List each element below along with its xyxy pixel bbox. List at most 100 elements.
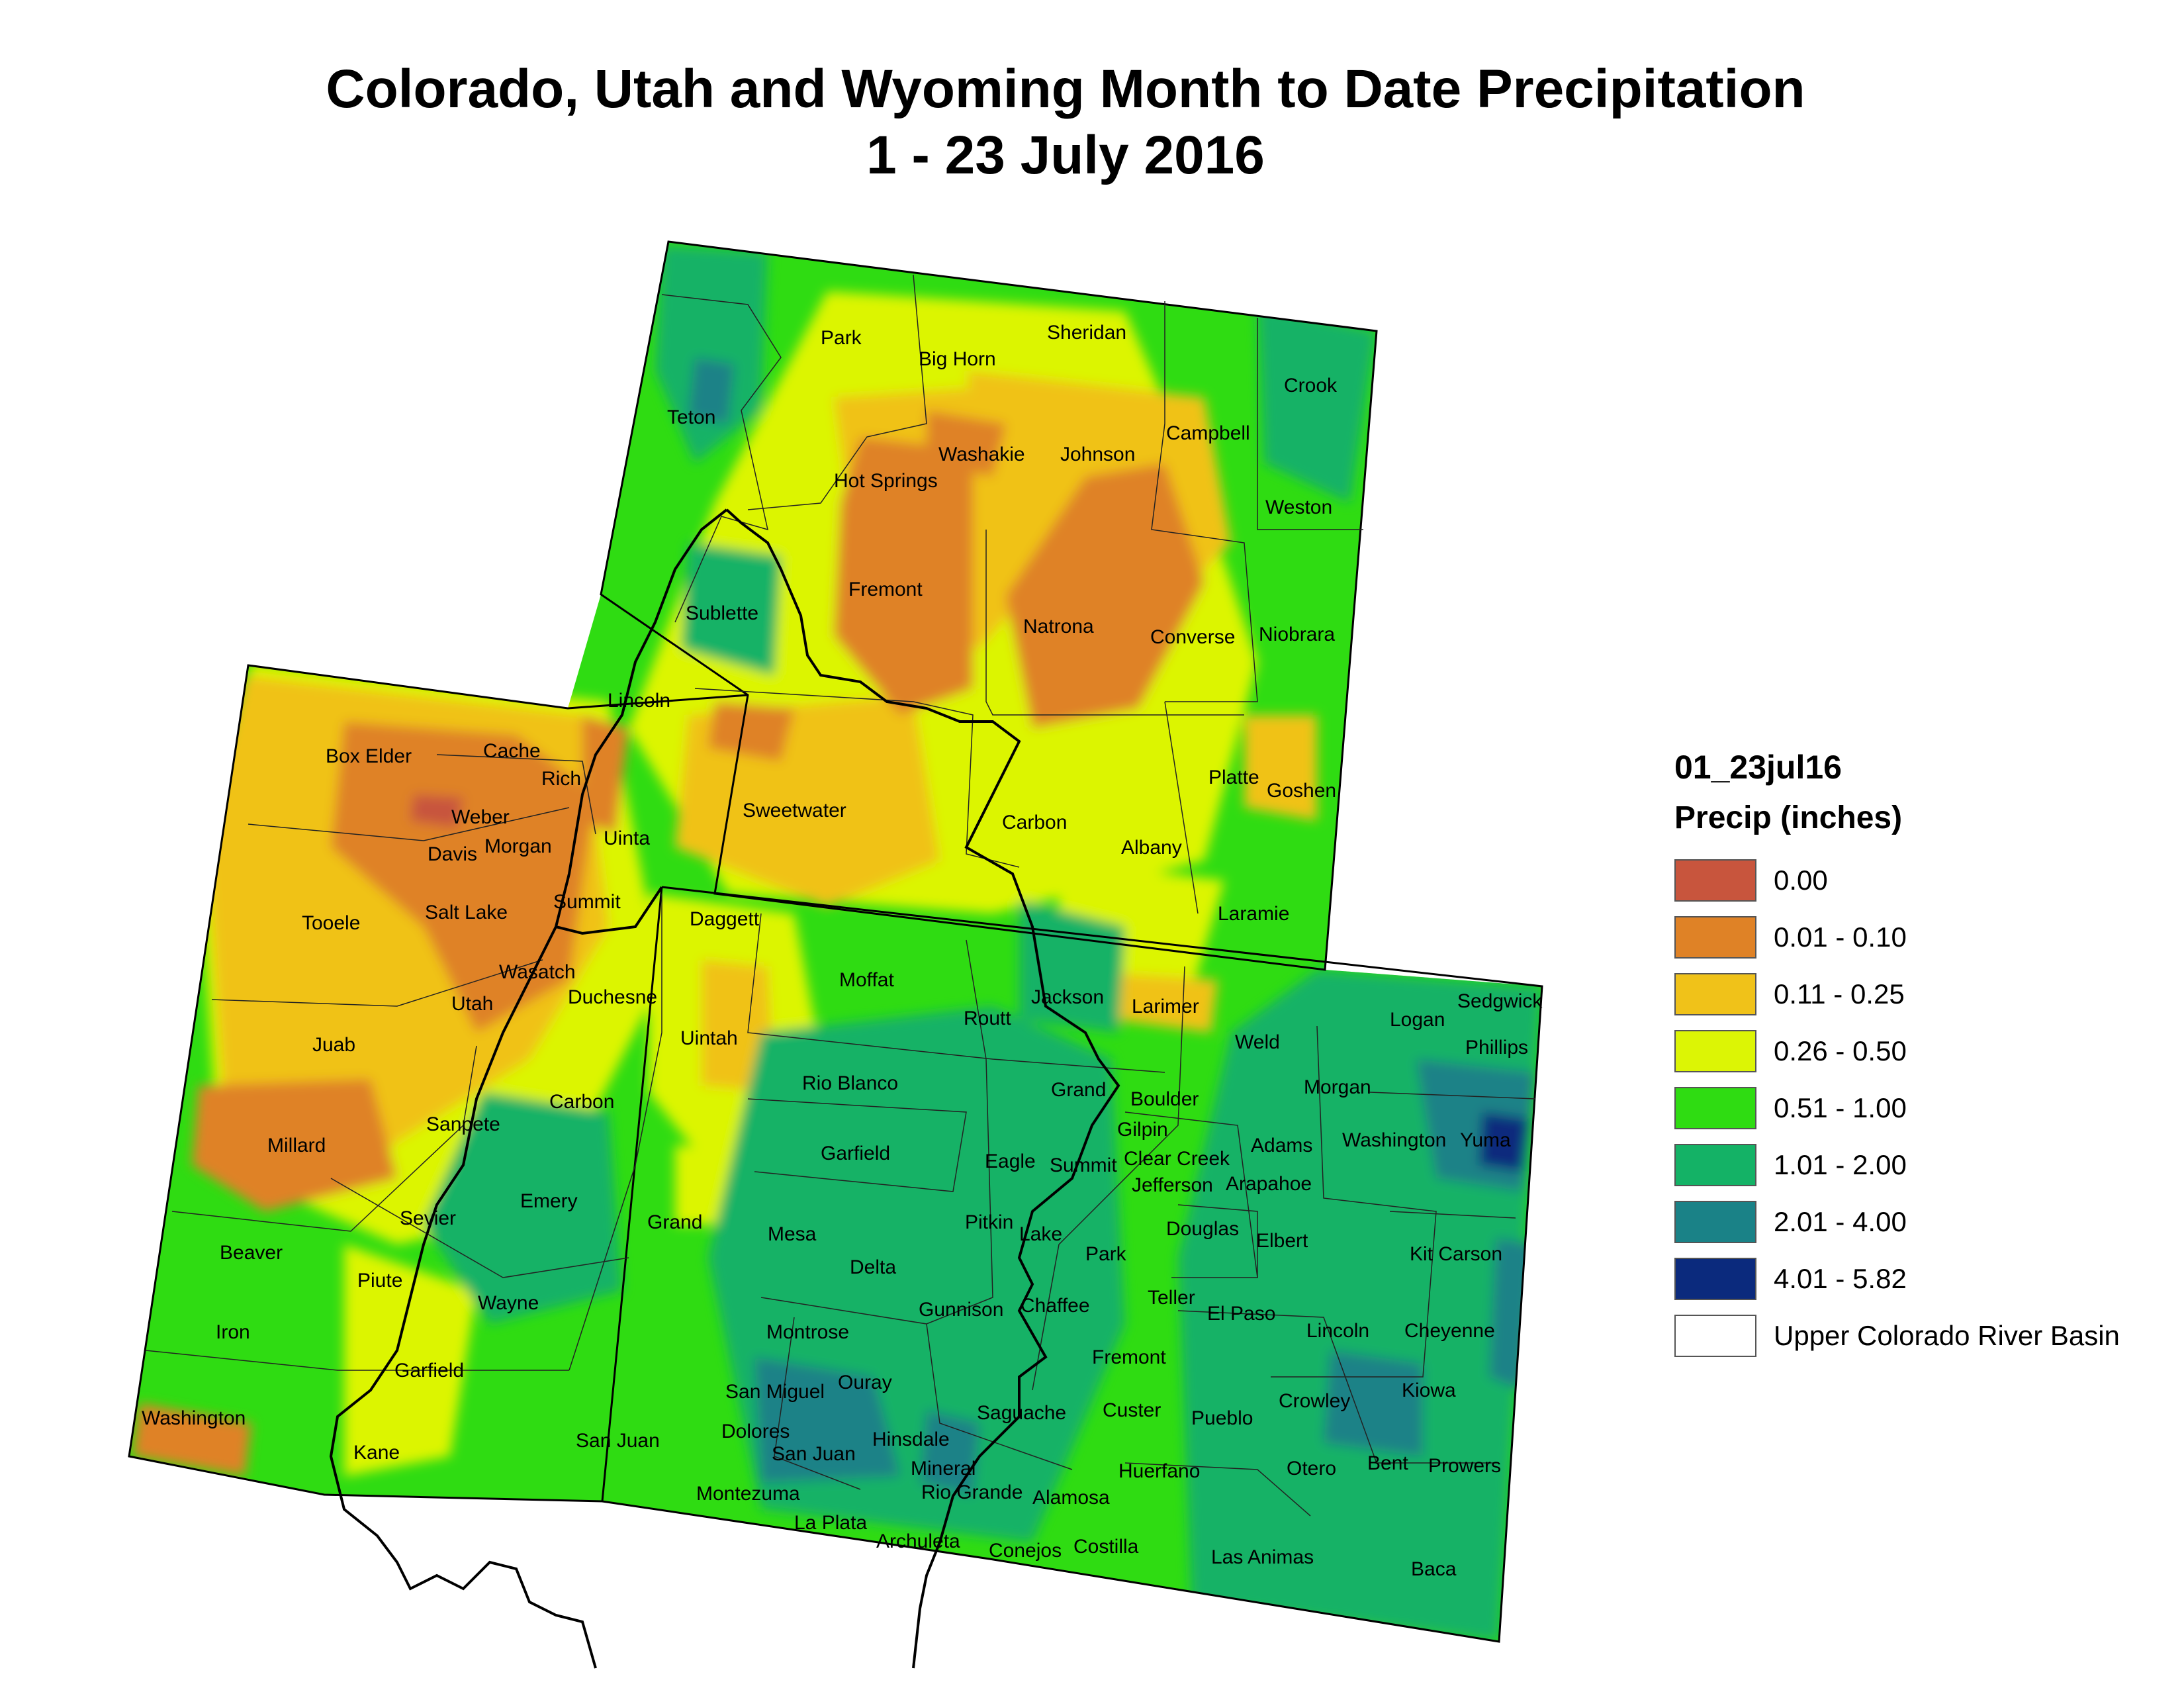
legend-item: Upper Colorado River Basin: [1674, 1307, 2138, 1364]
county-label: Crook: [1284, 375, 1338, 397]
county-label: Weston: [1265, 496, 1332, 518]
county-label: Dolores: [721, 1421, 790, 1442]
county-label: Kit Carson: [1410, 1243, 1502, 1265]
county-label: Lincoln: [1306, 1320, 1369, 1342]
legend-item: 0.01 - 0.10: [1674, 909, 2138, 966]
county-label: Jefferson: [1132, 1174, 1213, 1196]
county-label: Boulder: [1130, 1088, 1199, 1110]
county-label: Montrose: [766, 1321, 849, 1343]
county-label: Huerfano: [1118, 1460, 1200, 1482]
county-label: Pueblo: [1191, 1407, 1253, 1429]
county-label: Beaver: [220, 1242, 283, 1264]
map-title: Colorado, Utah and Wyoming Month to Date…: [326, 59, 1805, 119]
legend: 01_23jul16 Precip (inches) 0.00 0.01 - 0…: [1674, 748, 2138, 1364]
county-label: Wayne: [478, 1292, 539, 1314]
county-label: Summit: [1050, 1154, 1117, 1176]
county-label: San Juan: [772, 1443, 856, 1465]
county-label: Alamosa: [1032, 1487, 1110, 1509]
county-label: Saguache: [977, 1402, 1066, 1424]
county-label: Archuleta: [876, 1530, 960, 1552]
county-label: Johnson: [1060, 444, 1135, 465]
county-label: Garfield: [394, 1360, 464, 1382]
county-label: Davis: [428, 843, 477, 865]
county-label: Rich: [541, 768, 581, 790]
county-label: Platte: [1208, 767, 1259, 788]
county-label: Iron: [216, 1321, 250, 1343]
county-label: Rio Blanco: [802, 1072, 898, 1094]
county-label: Sublette: [686, 602, 758, 624]
county-label: El Paso: [1207, 1303, 1275, 1325]
county-label: Niobrara: [1259, 624, 1335, 645]
county-label: Washakie: [938, 444, 1025, 465]
county-label: Arapahoe: [1226, 1173, 1312, 1195]
county-label: Moffat: [839, 969, 894, 991]
legend-swatch: [1674, 973, 1756, 1015]
county-label: Jackson: [1031, 986, 1104, 1008]
county-label: Piute: [357, 1270, 402, 1291]
county-label: Kiowa: [1402, 1380, 1456, 1401]
county-label: Weld: [1235, 1031, 1280, 1053]
county-label: Summit: [553, 891, 621, 913]
legend-swatch: [1674, 859, 1756, 902]
county-label: Millard: [267, 1135, 326, 1156]
county-label: Carbon: [1002, 812, 1067, 833]
legend-label: 0.11 - 0.25: [1774, 978, 1905, 1009]
county-label: Morgan: [1304, 1076, 1371, 1098]
county-label: Pitkin: [965, 1211, 1013, 1233]
county-label: Campbell: [1166, 422, 1250, 444]
county-label: Cheyenne: [1404, 1320, 1495, 1342]
county-label: Lincoln: [608, 690, 670, 712]
county-label: Emery: [520, 1190, 578, 1212]
county-label: Rio Grande: [921, 1481, 1023, 1503]
county-label: Chaffee: [1021, 1295, 1090, 1317]
legend-title: Precip (inches): [1674, 800, 1903, 835]
county-label: La Plata: [794, 1512, 867, 1534]
county-label: Park: [1085, 1243, 1127, 1265]
county-label: Park: [821, 327, 862, 349]
county-label: Box Elder: [326, 745, 412, 767]
county-label: Hot Springs: [834, 470, 938, 492]
county-label: Fremont: [1092, 1346, 1166, 1368]
county-label: Douglas: [1166, 1218, 1239, 1240]
county-label: Prowers: [1428, 1455, 1501, 1477]
county-label: Teton: [667, 406, 715, 428]
county-label: Uinta: [604, 827, 650, 849]
county-label: Garfield: [821, 1143, 890, 1164]
county-label: Conejos: [989, 1540, 1062, 1562]
county-label: Natrona: [1023, 616, 1094, 637]
county-boundaries: [145, 274, 1536, 1517]
county-label: Lake: [1019, 1223, 1062, 1245]
county-label: Duchesne: [568, 986, 657, 1008]
county-label: Elbert: [1256, 1230, 1308, 1252]
county-label: Phillips: [1465, 1037, 1528, 1058]
county-label: San Miguel: [725, 1381, 825, 1403]
legend-label: 1.01 - 2.00: [1774, 1149, 1907, 1180]
county-label: Larimer: [1132, 996, 1199, 1017]
legend-swatch: [1674, 1030, 1756, 1072]
legend-label: 4.01 - 5.82: [1774, 1263, 1907, 1294]
county-label: Logan: [1390, 1009, 1445, 1031]
county-label: Morgan: [484, 835, 552, 857]
county-label: Uintah: [680, 1027, 738, 1049]
county-label: Costilla: [1073, 1536, 1139, 1558]
legend-swatch: [1674, 1315, 1756, 1357]
county-label: Routt: [964, 1008, 1011, 1029]
legend-item: 0.11 - 0.25: [1674, 966, 2138, 1023]
county-label: Fremont: [848, 579, 923, 600]
county-label: Washington: [142, 1407, 246, 1429]
county-label: Baca: [1411, 1558, 1457, 1580]
legend-label: 2.01 - 4.00: [1774, 1206, 1907, 1237]
county-label: Converse: [1150, 626, 1235, 648]
county-label: Weber: [451, 806, 510, 828]
county-label: San Juan: [576, 1430, 660, 1452]
county-label: Tooele: [302, 912, 360, 934]
legend-item: 0.51 - 1.00: [1674, 1080, 2138, 1137]
county-label: Laramie: [1218, 903, 1289, 925]
county-label: Albany: [1121, 837, 1182, 859]
county-label: Kane: [353, 1442, 400, 1464]
county-label: Hinsdale: [872, 1429, 950, 1450]
legend-label: 0.00: [1774, 865, 1828, 896]
county-label: Washington: [1342, 1129, 1446, 1151]
legend-label: 0.26 - 0.50: [1774, 1035, 1907, 1066]
